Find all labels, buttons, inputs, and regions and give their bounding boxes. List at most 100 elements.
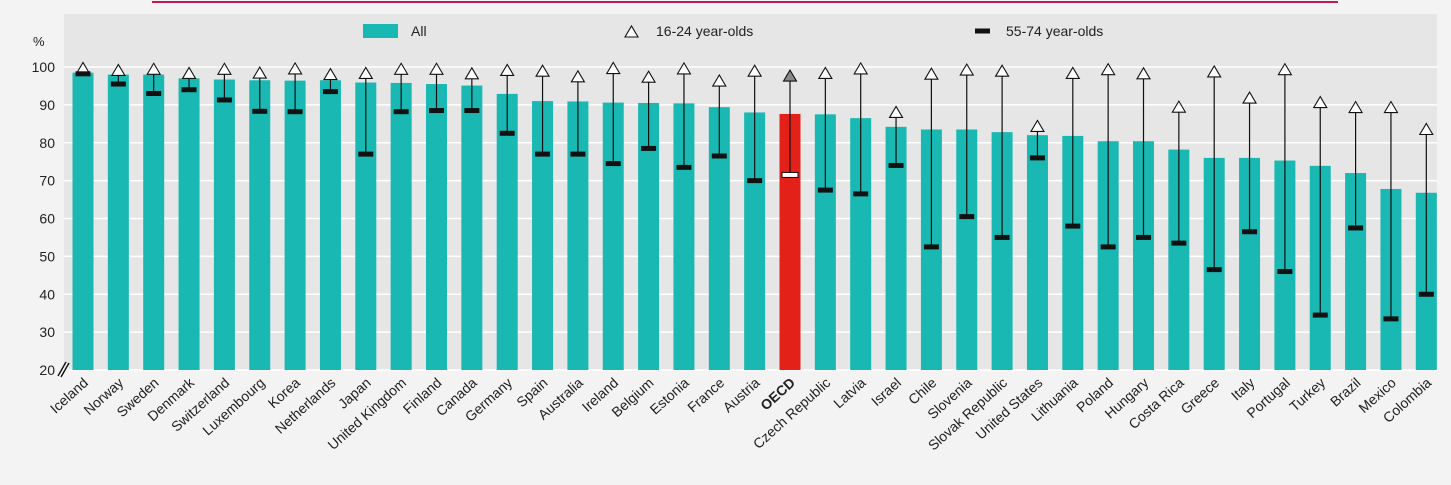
bar-germany — [496, 93, 518, 371]
bar-iceland — [72, 72, 94, 371]
y-tick-label: 30 — [39, 324, 55, 340]
markers — [75, 61, 1434, 322]
dash-marker-latvia — [853, 191, 869, 197]
dash-marker-sweden — [146, 91, 162, 97]
bar-czech-republic — [814, 114, 836, 370]
triangle-marker-latvia — [853, 61, 869, 75]
legend: All 16-24 year-olds 55-74 year-olds — [363, 23, 1103, 39]
triangle-marker-canada — [464, 66, 480, 80]
triangle-marker-belgium — [641, 70, 657, 83]
dash-marker-japan — [358, 151, 374, 157]
triangle-marker-norway — [110, 63, 126, 76]
bar-luxembourg — [249, 80, 271, 370]
dash-marker-hungary — [1136, 234, 1151, 240]
bar-france — [708, 107, 730, 371]
bar-australia — [567, 101, 589, 370]
triangle-marker-costa-rica — [1171, 100, 1187, 113]
bar-latvia — [850, 118, 872, 370]
y-tick-label: 50 — [39, 248, 55, 264]
triangle-marker-portugal — [1277, 62, 1293, 76]
dash-marker-austria — [747, 178, 763, 184]
bar-brazil — [1345, 173, 1367, 370]
dash-marker-costa-rica — [1171, 240, 1187, 246]
triangle-marker-slovak-republic — [994, 64, 1010, 77]
bar-poland — [1097, 141, 1119, 370]
triangle-marker-denmark — [181, 66, 197, 79]
bar-korea — [284, 80, 306, 370]
dash-marker-chile — [923, 244, 939, 250]
dash-marker-spain — [535, 151, 551, 157]
axis-break-icon — [57, 361, 70, 378]
legend-label-55-74-year-olds: 55-74 year-olds — [1006, 23, 1103, 39]
triangle-marker-mexico — [1383, 100, 1399, 114]
triangle-marker-chile — [923, 67, 939, 80]
bar-ireland — [602, 102, 624, 370]
dash-marker-israel — [888, 162, 904, 168]
triangle-marker-israel — [888, 105, 904, 118]
triangle-marker-switzerland — [216, 62, 232, 75]
dash-marker-colombia — [1418, 291, 1434, 297]
triangle-marker-hungary — [1136, 66, 1151, 80]
triangle-marker-brazil — [1348, 100, 1364, 114]
dash-marker-estonia — [676, 164, 692, 170]
triangle-marker-japan — [358, 66, 374, 79]
y-axis: 20 30 40 50 60 70 80 90 100 — [32, 59, 56, 378]
triangle-marker-sweden — [146, 62, 162, 75]
dash-marker-united-kingdom — [393, 109, 409, 115]
bar-oecd — [779, 113, 801, 370]
legend-label-all: All — [411, 23, 427, 39]
dash-marker-lithuania — [1065, 223, 1081, 229]
dash-marker-portugal — [1277, 269, 1293, 275]
bar-sweden — [143, 74, 165, 370]
y-tick-label: 100 — [32, 59, 56, 75]
legend-triangle-icon — [624, 24, 639, 38]
axis-break-mark — [57, 361, 67, 377]
y-tick-label: 60 — [39, 211, 55, 227]
dash-marker-denmark — [181, 87, 197, 93]
bar-hungary — [1133, 141, 1154, 370]
y-tick-label: 40 — [39, 286, 55, 302]
bar-netherlands — [319, 80, 341, 370]
legend-band — [64, 14, 1437, 48]
bar-chile — [920, 129, 942, 370]
bar-italy — [1239, 157, 1261, 370]
dash-marker-switzerland — [216, 97, 232, 103]
dash-marker-finland — [429, 108, 444, 114]
triangle-marker-estonia — [676, 61, 692, 75]
axis-break-mark — [60, 362, 70, 378]
bar-united-states — [1026, 135, 1048, 370]
dash-marker-france — [711, 153, 727, 159]
triangle-marker-slovenia — [959, 62, 975, 76]
x-tick-label-italy: Italy — [1228, 374, 1258, 403]
dash-marker-czech-republic — [817, 187, 833, 193]
dash-marker-slovenia — [959, 214, 975, 220]
triangle-marker-poland — [1100, 62, 1116, 76]
dash-marker-norway — [110, 81, 126, 87]
dash-marker-netherlands — [322, 89, 338, 95]
triangle-marker-finland — [429, 62, 444, 75]
dash-marker-canada — [464, 108, 480, 114]
bar-slovenia — [956, 129, 978, 370]
bar-austria — [744, 112, 766, 370]
triangle-marker-united-states — [1029, 119, 1045, 133]
triangle-marker-greece — [1206, 64, 1222, 78]
y-tick-label: 70 — [39, 173, 55, 189]
triangle-marker-luxembourg — [252, 65, 268, 79]
bar-lithuania — [1062, 135, 1084, 370]
x-tick-label-estonia: Estonia — [647, 374, 693, 417]
x-axis-labels: IcelandNorwaySwedenDenmarkSwitzerlandLux… — [47, 374, 1435, 454]
y-tick-label: 20 — [39, 362, 55, 378]
dash-marker-italy — [1242, 229, 1258, 235]
x-tick-label-israel: Israel — [868, 374, 904, 409]
triangle-marker-italy — [1242, 90, 1258, 104]
triangle-marker-netherlands — [322, 67, 338, 81]
triangle-marker-lithuania — [1065, 66, 1081, 79]
triangle-marker-united-kingdom — [393, 62, 409, 75]
bar-united-kingdom — [390, 82, 412, 370]
dash-marker-germany — [499, 130, 515, 136]
legend-dash-icon — [975, 28, 990, 34]
triangle-marker-australia — [570, 69, 586, 83]
dash-marker-greece — [1206, 267, 1222, 273]
x-tick-label-greece: Greece — [1177, 374, 1222, 417]
